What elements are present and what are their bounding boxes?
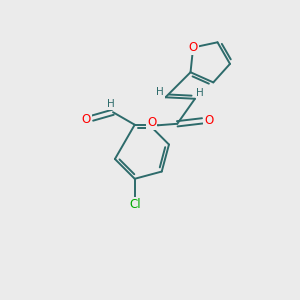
Text: O: O [188, 41, 198, 54]
Text: O: O [147, 116, 156, 129]
Text: O: O [204, 114, 213, 127]
Text: H: H [156, 87, 164, 97]
Text: H: H [107, 99, 115, 109]
Text: O: O [81, 113, 91, 126]
Text: Cl: Cl [129, 198, 140, 211]
Text: H: H [196, 88, 204, 98]
